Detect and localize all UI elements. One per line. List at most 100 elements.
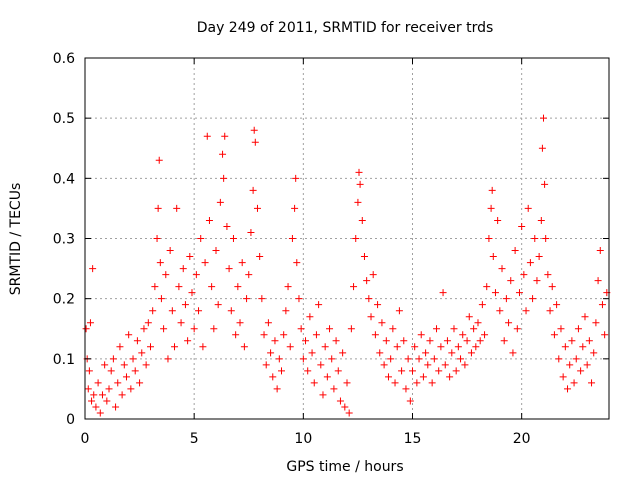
data-point [127,385,135,393]
data-point [588,379,596,387]
x-axis-label: GPS time / hours [286,459,403,475]
data-point [531,235,539,242]
x-tick-label: 15 [404,431,422,447]
data-point [511,247,519,255]
data-point [250,126,258,134]
data-point [467,349,475,357]
data-point [243,295,251,303]
data-point [538,144,546,152]
data-point [336,397,344,405]
data-point [428,379,436,387]
data-point [365,295,373,303]
data-point [463,337,471,345]
axis-ticks: 0 5 10 15 20 0 0.1 0.2 0.3 0.4 0.5 0.6 [53,51,609,447]
data-point [310,379,318,387]
data-point [391,379,399,387]
y-tick-label: 0.2 [53,292,75,308]
data-point [323,373,331,381]
data-point [594,277,602,285]
data-point [360,253,368,261]
data-point [326,325,334,333]
data-point [240,343,248,351]
data-point [443,337,451,345]
data-point [306,313,314,321]
data-point [88,397,96,405]
data-point [350,283,358,291]
data-point [288,235,296,242]
data-point [581,313,589,321]
data-point [389,325,397,333]
data-point [376,349,384,357]
data-point [474,319,482,327]
data-point [273,385,281,393]
data-point [280,331,288,339]
data-point [450,325,458,333]
data-point [341,403,349,411]
data-point [330,385,338,393]
data-point [332,337,340,345]
data-point [561,343,569,351]
y-tick-label: 0.3 [53,232,75,248]
data-point [489,253,497,261]
data-point [112,403,120,411]
data-point [513,325,521,333]
data-point [485,235,493,242]
data-point [572,355,580,363]
data-point [522,307,530,315]
data-point [487,204,495,212]
data-point [208,283,216,291]
y-axis-label: SRMTID / TECUs [8,183,24,296]
data-point [103,397,111,405]
data-point [199,343,207,351]
data-point [601,331,609,339]
data-point [177,319,185,327]
data-point [212,247,220,255]
data-point [457,355,465,363]
data-point [107,367,115,375]
data-point [258,295,266,303]
data-point [232,331,240,339]
x-tick-label: 0 [81,431,90,447]
data-point [452,367,460,375]
data-point [162,271,170,279]
data-point [292,174,300,182]
data-point [175,283,183,291]
data-point [149,307,157,315]
data-point [488,186,496,194]
data-point [89,265,97,273]
data-point [465,313,473,321]
data-point [520,271,528,279]
y-tick-label: 0.1 [53,352,75,368]
data-point [299,355,307,363]
data-point [229,235,237,242]
data-point [144,319,152,327]
data-point [559,373,567,381]
data-point [505,319,513,327]
data-point [374,301,382,309]
data-point [550,331,558,339]
data-point [347,325,355,333]
data-point [481,331,489,339]
data-point [86,319,94,327]
data-point [253,204,261,212]
data-point [304,367,312,375]
data-point [387,355,395,363]
data-point [577,367,585,375]
data-point [583,361,591,369]
data-point [461,361,469,369]
data-point [574,325,582,333]
data-point [507,277,515,285]
data-point [535,253,543,261]
data-point [262,361,270,369]
data-point [245,271,253,279]
data-point [186,253,194,261]
data-point [201,259,209,267]
data-point [419,373,427,381]
data-point [234,283,242,291]
data-point [140,325,148,333]
data-point [537,216,545,224]
data-point [236,319,244,327]
data-point [214,301,222,309]
data-point [308,349,316,357]
